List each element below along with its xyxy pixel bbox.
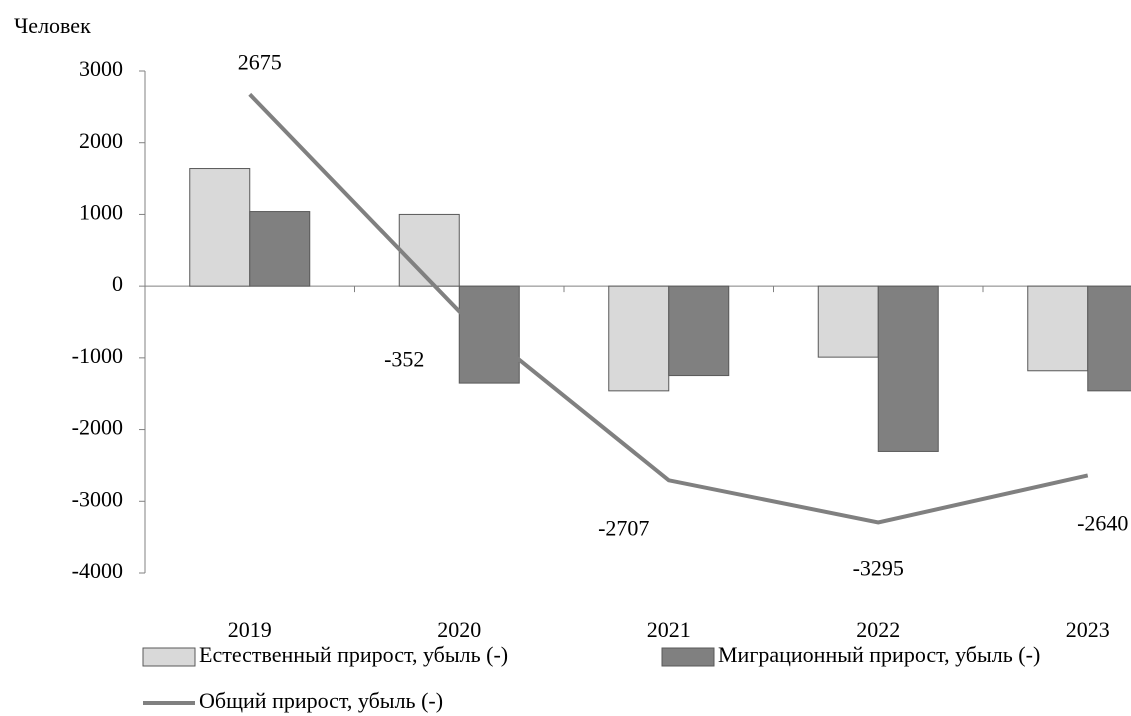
y-tick-label: -4000 bbox=[72, 558, 123, 583]
data-label: 2675 bbox=[238, 49, 282, 74]
y-axis-label: Человек bbox=[14, 13, 91, 38]
y-tick-label: 2000 bbox=[79, 128, 123, 153]
x-tick-label: 2020 bbox=[437, 617, 481, 642]
x-tick-label: 2021 bbox=[647, 617, 691, 642]
x-tick-label: 2023 bbox=[1066, 617, 1110, 642]
bar bbox=[608, 285, 670, 392]
data-label: -2640 bbox=[1077, 511, 1128, 536]
x-tick-label: 2019 bbox=[228, 617, 272, 642]
data-label: -2707 bbox=[598, 515, 649, 540]
data-label: -3295 bbox=[853, 555, 904, 580]
bar bbox=[189, 168, 251, 287]
y-tick-label: 1000 bbox=[79, 199, 123, 224]
bar bbox=[1027, 285, 1089, 372]
y-tick-label: -1000 bbox=[72, 343, 123, 368]
legend-swatch bbox=[661, 647, 715, 667]
legend-label: Миграционный прирост, убыль (-) bbox=[718, 642, 1040, 667]
bar bbox=[877, 285, 939, 452]
bar bbox=[817, 285, 879, 358]
bar bbox=[1087, 285, 1131, 392]
legend-label: Естественный прирост, убыль (-) bbox=[199, 642, 508, 667]
data-label: -352 bbox=[384, 346, 424, 371]
line bbox=[248, 92, 1089, 525]
y-tick-label: 3000 bbox=[79, 56, 123, 81]
x-tick-label: 2022 bbox=[856, 617, 900, 642]
y-tick-label: -3000 bbox=[72, 486, 123, 511]
bar bbox=[249, 211, 311, 287]
y-tick-label: -2000 bbox=[72, 415, 123, 440]
bar bbox=[668, 285, 730, 377]
legend-label: Общий прирост, убыль (-) bbox=[199, 688, 443, 713]
legend-swatch bbox=[142, 647, 196, 667]
bar bbox=[398, 213, 460, 287]
y-tick-label: 0 bbox=[112, 271, 123, 296]
